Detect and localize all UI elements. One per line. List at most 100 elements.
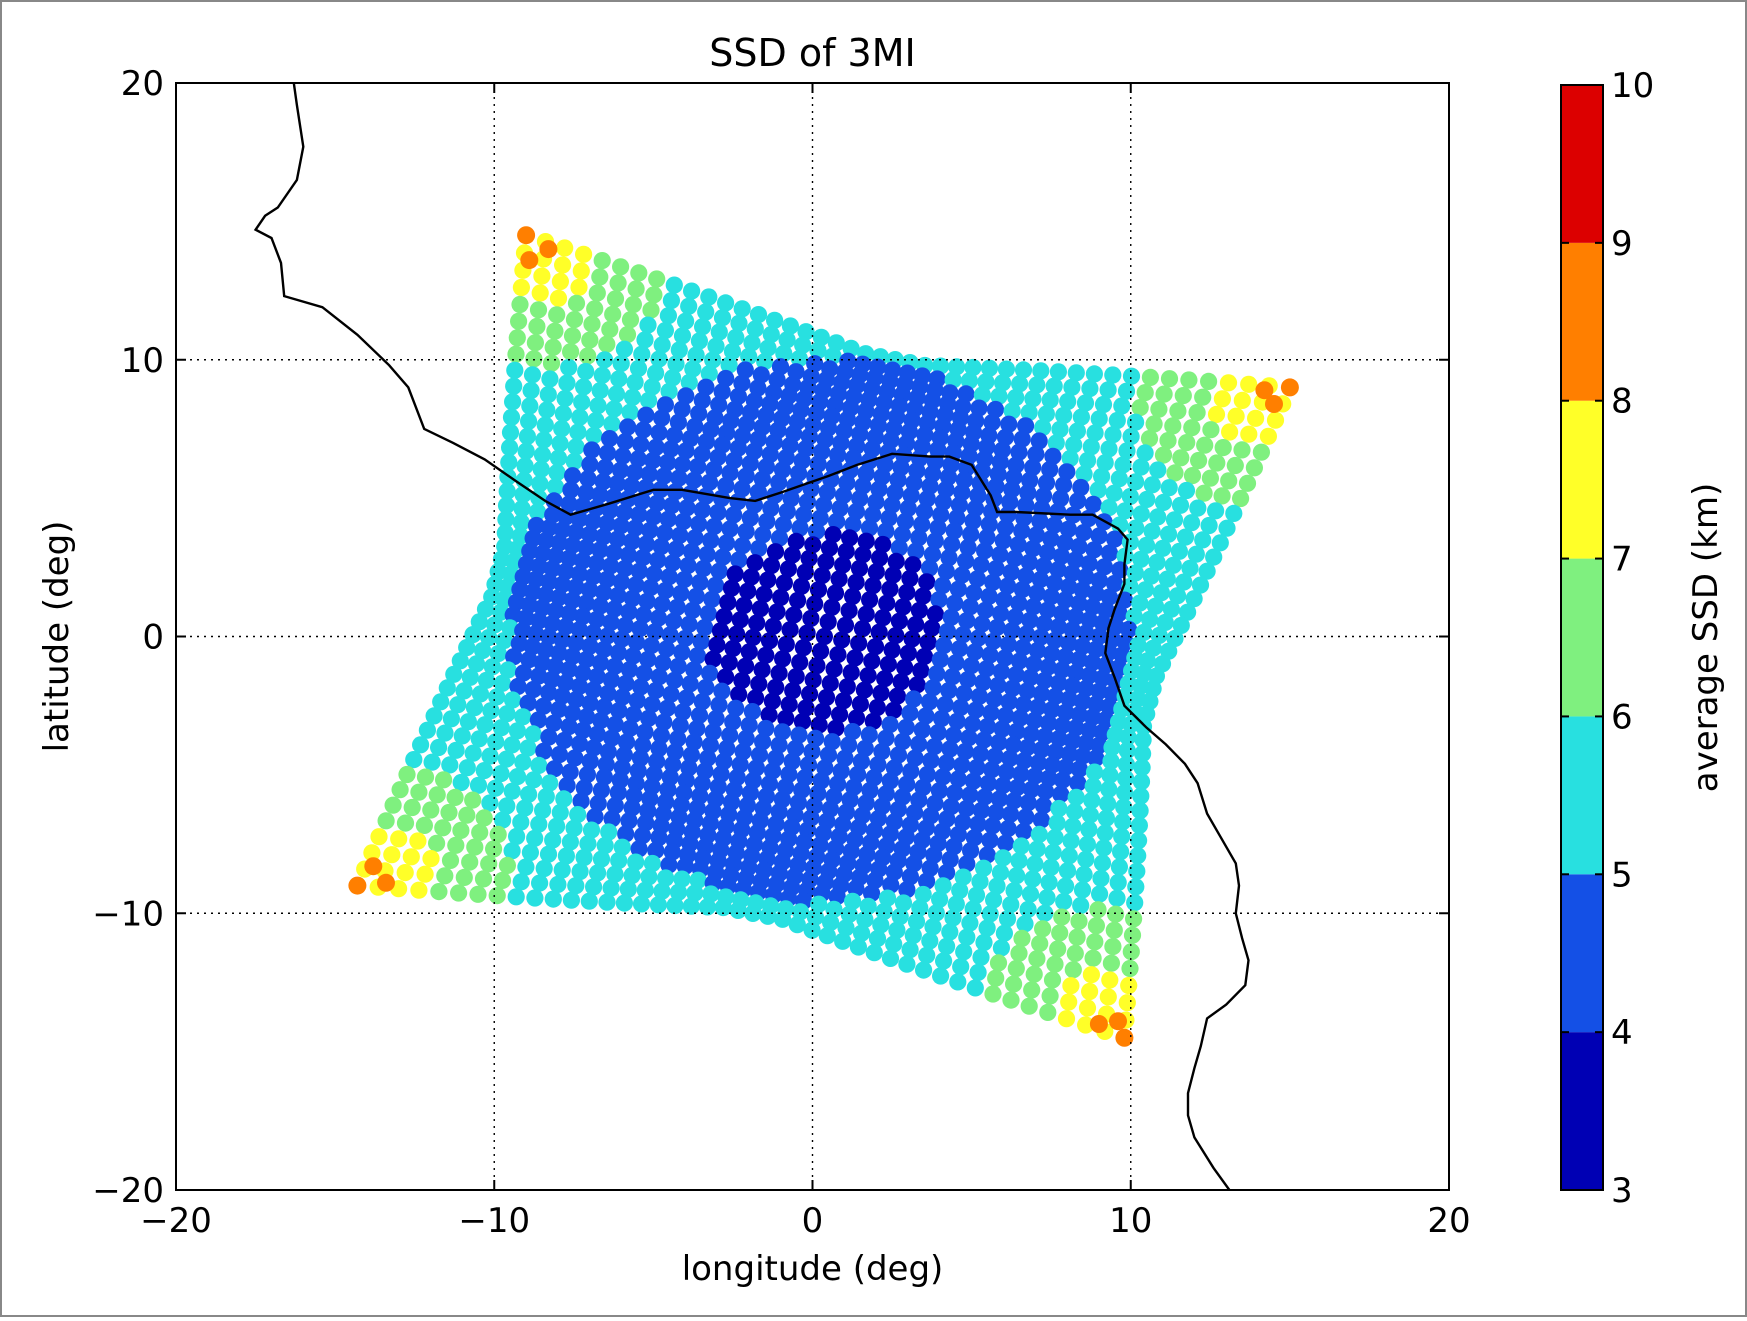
- ssd-point: [791, 653, 809, 671]
- ssd-point: [531, 284, 549, 302]
- ssd-point: [631, 620, 649, 638]
- ssd-point: [880, 509, 898, 527]
- ssd-point: [1132, 550, 1150, 568]
- ssd-point: [541, 774, 559, 792]
- ssd-point: [669, 883, 688, 901]
- ssd-point: [1037, 405, 1055, 423]
- ssd-point: [627, 576, 645, 594]
- ssd-point: [938, 864, 956, 882]
- ssd-point: [579, 347, 597, 365]
- ssd-point: [948, 712, 966, 730]
- ssd-point: [447, 836, 465, 854]
- ssd-point: [812, 642, 830, 660]
- ssd-point: [537, 531, 555, 550]
- ssd-point: [530, 612, 548, 630]
- ssd-point: [1141, 368, 1159, 386]
- ssd-point: [592, 712, 610, 730]
- ssd-point: [592, 850, 611, 868]
- ssd-point: [853, 620, 872, 638]
- ssd-point: [865, 944, 883, 962]
- ssd-sample-points: [348, 226, 1299, 1047]
- ssd-point: [694, 318, 712, 336]
- ssd-point: [828, 512, 846, 531]
- ssd-point: [642, 301, 660, 319]
- ssd-point: [809, 581, 828, 599]
- ssd-point: [1125, 607, 1143, 625]
- ssd-point: [1116, 784, 1134, 802]
- ssd-point: [563, 591, 582, 609]
- ssd-point: [671, 716, 689, 735]
- ssd-point: [634, 421, 653, 439]
- ssd-point: [1164, 556, 1182, 574]
- ssd-point: [1131, 399, 1149, 417]
- ssd-point: [710, 396, 728, 414]
- ssd-point: [777, 709, 795, 727]
- ssd-point: [458, 806, 476, 824]
- ssd-point: [816, 759, 834, 777]
- ssd-point: [1081, 806, 1099, 824]
- ssd-point: [1025, 711, 1044, 730]
- ssd-point: [485, 840, 503, 858]
- ssd-point: [999, 577, 1017, 595]
- ssd-point: [1013, 522, 1031, 540]
- ssd-point: [1183, 419, 1201, 437]
- ssd-point: [987, 969, 1005, 987]
- ssd-point: [428, 834, 446, 852]
- ssd-point: [602, 613, 620, 632]
- ssd-point: [1034, 418, 1052, 437]
- ssd-point: [1090, 527, 1108, 545]
- ssd-point: [1120, 620, 1138, 639]
- ssd-point: [603, 729, 621, 747]
- ssd-point: [1183, 467, 1202, 485]
- ssd-point: [934, 493, 953, 511]
- ssd-point: [1049, 363, 1067, 381]
- ssd-point: [778, 502, 796, 521]
- ssd-point: [975, 859, 993, 877]
- ssd-point: [1028, 584, 1046, 602]
- ssd-point: [870, 623, 888, 641]
- ssd-point: [1154, 539, 1172, 557]
- ssd-point: [436, 867, 454, 885]
- ssd-point: [1055, 406, 1073, 425]
- ssd-point: [766, 543, 785, 561]
- plot-content: [348, 226, 1299, 1047]
- ssd-point: [1213, 390, 1231, 408]
- ssd-point: [616, 616, 635, 635]
- ssd-point: [528, 317, 546, 335]
- ssd-point: [943, 668, 962, 686]
- ssd-point: [717, 369, 735, 388]
- ssd-point: [802, 609, 820, 628]
- ssd-point: [1068, 422, 1086, 440]
- ssd-point: [734, 743, 752, 761]
- ssd-point: [1086, 933, 1104, 951]
- ssd-point: [534, 697, 553, 715]
- ssd-point: [1011, 375, 1029, 393]
- ssd-point: [1084, 777, 1102, 795]
- ssd-point: [883, 496, 901, 514]
- ssd-point: [1017, 567, 1035, 585]
- ssd-point: [1180, 371, 1198, 389]
- ssd-point: [555, 731, 573, 750]
- ssd-point: [657, 869, 675, 887]
- ssd-point: [781, 317, 800, 335]
- ssd-point: [1008, 722, 1026, 741]
- ssd-point: [476, 716, 494, 734]
- ssd-point: [1082, 966, 1100, 984]
- ssd-point: [1077, 568, 1095, 586]
- ssd-point: [1004, 736, 1022, 754]
- ssd-point: [649, 609, 668, 627]
- ssd-point: [1114, 456, 1132, 474]
- ssd-point: [997, 706, 1015, 725]
- ssd-point: [598, 627, 617, 645]
- ssd-point: [621, 311, 640, 329]
- ssd-point: [1044, 843, 1062, 862]
- ssd-point: [962, 657, 980, 675]
- ssd-point: [1042, 588, 1060, 606]
- ssd-point: [632, 895, 651, 913]
- ssd-point: [1090, 736, 1108, 754]
- ssd-point: [647, 364, 665, 382]
- ssd-point: [520, 785, 538, 803]
- ssd-point: [806, 908, 825, 926]
- ssd-point: [1019, 900, 1037, 919]
- ssd-point: [1063, 564, 1081, 582]
